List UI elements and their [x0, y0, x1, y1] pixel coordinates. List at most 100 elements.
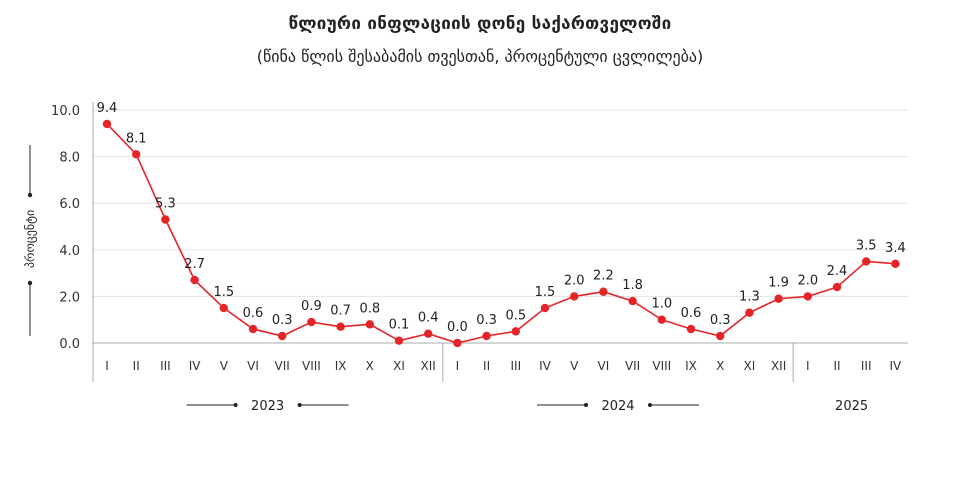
x-tick-label: VI: [247, 359, 259, 373]
data-label: 0.1: [389, 318, 410, 333]
data-label: 0.4: [418, 311, 439, 326]
data-point: [424, 329, 433, 338]
data-label: 2.7: [184, 257, 205, 272]
x-tick-label: II: [483, 359, 490, 373]
data-label: 3.5: [856, 238, 877, 253]
data-label: 1.8: [622, 278, 643, 293]
data-point: [570, 292, 579, 301]
series-line: [106, 123, 896, 344]
data-label: 0.5: [505, 308, 526, 323]
chart-subtitle: (წინა წლის შესაბამის თვესთან, პროცენტული…: [256, 47, 704, 66]
x-tick-label: IX: [685, 359, 697, 373]
x-tick-label: I: [456, 359, 460, 373]
data-point: [482, 331, 491, 341]
series: [102, 119, 900, 348]
data-point: [278, 331, 287, 341]
y-tick-label: 8.0: [59, 151, 80, 166]
data-point: [132, 150, 141, 159]
data-label: 1.3: [739, 290, 760, 305]
data-point: [628, 296, 637, 306]
y-axis-label: პროცენტი: [23, 210, 37, 268]
data-point: [832, 282, 842, 292]
data-point: [686, 324, 696, 334]
data-label: 5.3: [155, 197, 176, 212]
x-tick-label: IV: [189, 359, 202, 373]
data-point: [599, 287, 608, 296]
y-tick-label: 6.0: [59, 197, 80, 212]
x-tick-label: VIII: [652, 359, 671, 373]
x-tick-label: II: [133, 359, 140, 373]
data-label: 0.7: [330, 304, 351, 319]
data-label: 1.0: [651, 297, 672, 312]
year-deco-dot: [233, 403, 238, 407]
data-label: 0.9: [301, 299, 322, 314]
year-deco-dot: [584, 403, 588, 407]
x-tick-label: VII: [625, 359, 640, 373]
y-tick-label: 4.0: [59, 244, 80, 259]
x-tick-label: XII: [771, 359, 786, 373]
x-tick-label: III: [510, 359, 521, 373]
data-point: [891, 259, 900, 268]
data-point: [161, 215, 170, 224]
data-label: 9.4: [97, 101, 118, 116]
data-point: [511, 327, 520, 336]
data-label: 2.0: [564, 273, 585, 288]
data-label: 2.0: [797, 273, 818, 288]
x-tick-label: IX: [335, 359, 347, 373]
data-labels: 9.4 8.1 5.3 2.7 1.5 0.6 0.3 0.9 0.7 0.8 0.1 0.4 0.0 0…: [97, 101, 906, 335]
data-point: [803, 292, 812, 301]
y-tick-label: 0.0: [59, 337, 80, 352]
data-label: 2.2: [593, 269, 614, 284]
data-label: 0.0: [447, 320, 468, 335]
data-label: 1.5: [213, 285, 234, 300]
ylabel-dot-top: [27, 192, 33, 198]
x-tick-label: XII: [421, 359, 436, 373]
x-tick-label: I: [105, 359, 109, 373]
data-point: [336, 322, 345, 331]
data-label: 0.6: [681, 306, 702, 321]
data-label: 0.6: [243, 306, 264, 321]
data-point: [716, 331, 725, 341]
data-label: 8.1: [126, 131, 147, 146]
data-point: [102, 119, 112, 129]
x-tick-label: X: [366, 359, 374, 373]
y-tick-label: 10.0: [51, 104, 80, 119]
data-label: 0.3: [476, 313, 497, 328]
x-tick-label: IV: [539, 359, 552, 373]
data-point: [365, 320, 374, 329]
x-tick-label: I: [806, 359, 810, 373]
x-tick-label: VII: [275, 359, 290, 373]
data-point: [774, 294, 783, 303]
x-tick-label: II: [833, 359, 840, 373]
x-tick-label: V: [570, 359, 579, 373]
data-point: [394, 336, 404, 345]
grid: [93, 109, 908, 297]
data-point: [248, 324, 258, 334]
year-label: 2023: [251, 399, 284, 414]
data-point: [862, 257, 871, 266]
x-tick-label: III: [160, 359, 171, 373]
data-label: 1.5: [535, 285, 556, 300]
x-tick-label: IV: [890, 359, 903, 373]
data-point: [745, 308, 754, 317]
data-label: 1.9: [768, 276, 789, 291]
chart-title: წლიური ინფლაციის დონე საქართველოში: [288, 14, 672, 34]
x-tick-label: VIII: [302, 359, 321, 373]
data-point: [307, 317, 316, 327]
y-tick-label: 2.0: [59, 290, 80, 305]
data-point: [453, 338, 462, 348]
data-label: 0.8: [359, 301, 380, 316]
data-point: [540, 303, 550, 313]
data-label: 0.3: [272, 313, 293, 328]
data-label: 0.3: [710, 313, 731, 328]
data-point: [657, 315, 666, 324]
data-label: 3.4: [885, 241, 906, 256]
x-tick-label: VI: [598, 359, 610, 373]
data-point: [190, 275, 199, 285]
x-tick-label: X: [716, 359, 724, 373]
x-tick-label: XI: [393, 359, 405, 373]
ylabel-dot-bottom: [27, 280, 33, 286]
